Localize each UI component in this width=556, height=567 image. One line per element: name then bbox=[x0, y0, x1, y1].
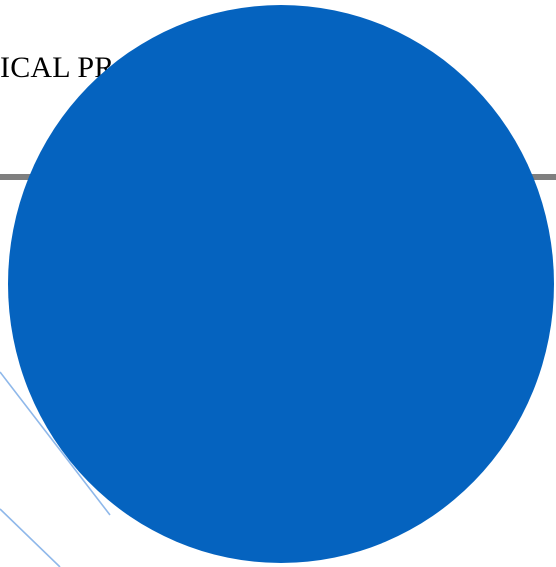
diagonal-line-lower bbox=[0, 508, 61, 567]
diagonal-line-upper bbox=[0, 371, 111, 516]
blue-circle-shape bbox=[8, 5, 554, 563]
